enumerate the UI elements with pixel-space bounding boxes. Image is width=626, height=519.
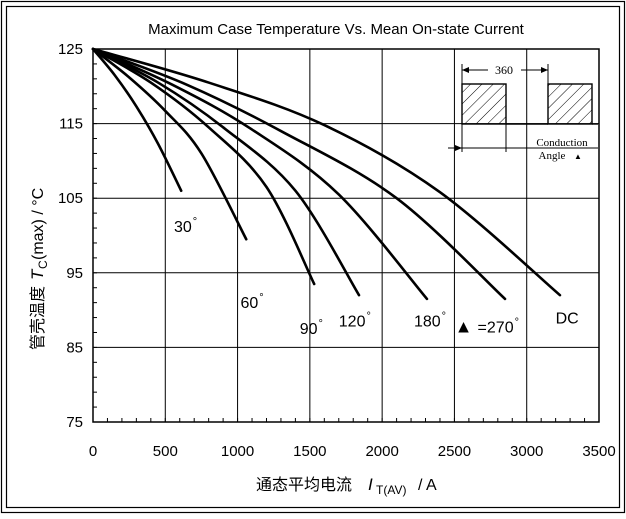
x-tick-label: 3500 xyxy=(582,443,615,460)
tick-labels: 0 500 1000 1500 2000 2500 3000 3500 125 115 105 95 8… xyxy=(58,41,616,460)
x-axis-label: 通态平均电流 I T(AV) / A xyxy=(256,475,437,497)
y-tick-label: 125 xyxy=(58,41,83,58)
y-axis-label-cn: 管壳温度 xyxy=(29,286,47,350)
y-tick-label: 75 xyxy=(66,414,83,431)
series-line xyxy=(91,47,316,286)
inset-caption-line2: Angle xyxy=(539,150,566,162)
series-label-degree: ° xyxy=(259,292,263,304)
series-labels: 30 °60 °90 ° 120 ° 180 ° ▲ =270 ° DC xyxy=(174,216,579,338)
period-label-bg xyxy=(488,64,521,76)
x-tick-label: 0 xyxy=(89,443,97,460)
series-label: DC xyxy=(556,311,579,328)
chart-title: Maximum Case Temperature Vs. Mean On-sta… xyxy=(148,21,525,38)
curves xyxy=(91,47,562,301)
inner-border xyxy=(5,5,621,509)
series-label-degree: ° xyxy=(442,311,446,323)
plot-area-frame xyxy=(92,48,600,423)
x-tick-label: 3000 xyxy=(510,443,543,460)
series-line xyxy=(91,47,361,297)
arrow-head-left xyxy=(462,67,469,73)
x-tick-label: 1500 xyxy=(293,443,326,460)
conduction-angle-inset: 360 Conduction Angle ▲ xyxy=(448,63,598,162)
series-label-marker: ▲ xyxy=(455,316,473,336)
x-tick-label: 2000 xyxy=(365,443,398,460)
inset-pulse-2 xyxy=(547,83,593,125)
grid xyxy=(92,48,600,423)
series-label: =270 xyxy=(478,319,514,336)
inset-pulse-1 xyxy=(461,83,507,125)
y-axis-label: 管壳温度 T C (max) / °C xyxy=(28,188,50,350)
x-axis-symbol: I xyxy=(368,475,373,494)
inset-caption-marker: ▲ xyxy=(574,152,582,161)
series-label-degree: ° xyxy=(366,311,370,323)
series-label: 180 xyxy=(414,314,441,331)
series-line xyxy=(91,47,429,301)
x-tick-label: 2500 xyxy=(438,443,471,460)
series-line xyxy=(91,47,507,301)
series-line xyxy=(91,47,248,241)
x-axis-subscript: T(AV) xyxy=(376,483,406,497)
y-tick-label: 105 xyxy=(58,190,83,207)
x-tick-label: 500 xyxy=(153,443,178,460)
y-axis-symbol: T xyxy=(28,268,47,280)
x-axis-label-cn: 通态平均电流 xyxy=(256,476,352,494)
conduction-arrow-head xyxy=(455,145,462,151)
series-line xyxy=(91,47,183,193)
series-label-degree: ° xyxy=(193,216,197,228)
x-tick-label: 1000 xyxy=(221,443,254,460)
y-axis-subscript: C xyxy=(36,260,50,269)
series-label: 60 xyxy=(240,295,258,312)
x-axis-unit: / A xyxy=(418,477,437,494)
arrow-head-right xyxy=(541,67,548,73)
series-label: 30 xyxy=(174,219,192,236)
y-tick-label: 95 xyxy=(66,265,83,282)
series-line xyxy=(91,47,562,297)
inset-period-label: 360 xyxy=(495,63,513,77)
series-label: 90 xyxy=(300,321,318,338)
y-axis-unit: (max) / °C xyxy=(30,188,47,260)
y-tick-label: 115 xyxy=(59,116,83,133)
series-label-degree: ° xyxy=(515,316,519,328)
inset-caption-line1: Conduction xyxy=(536,137,588,149)
series-label: 120 xyxy=(339,314,366,331)
series-label-degree: ° xyxy=(319,318,323,330)
y-tick-label: 85 xyxy=(66,339,83,356)
